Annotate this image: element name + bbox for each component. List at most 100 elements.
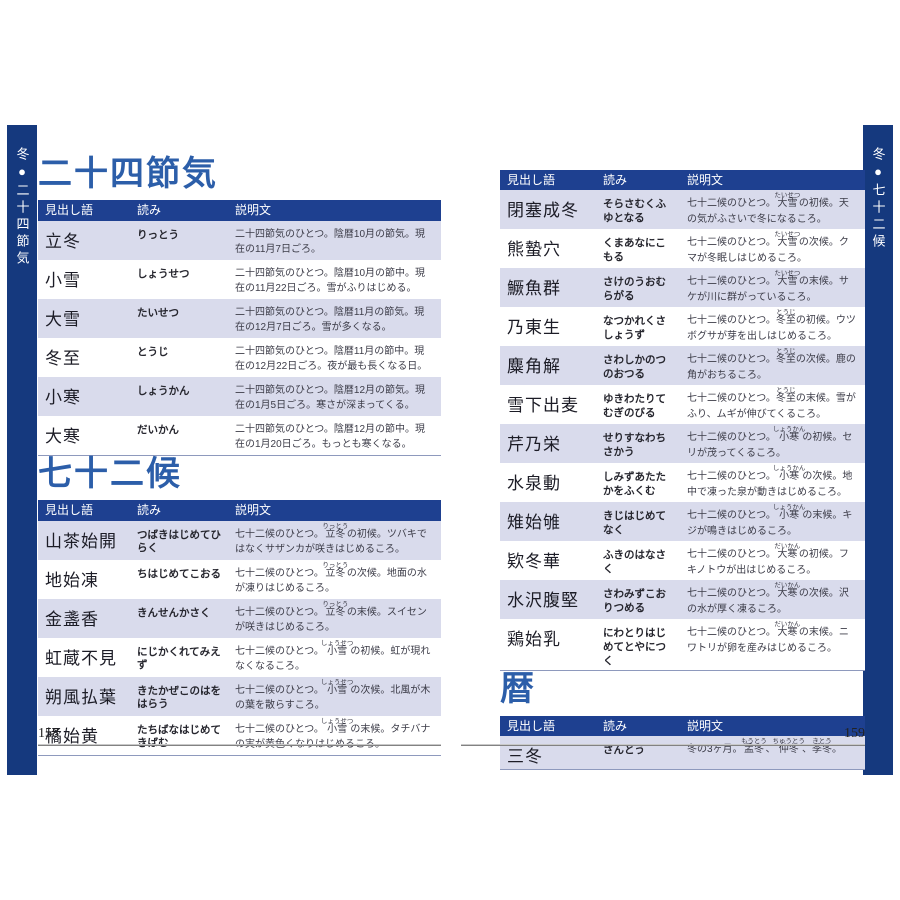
headword-cell: 閉塞成冬 <box>507 201 579 221</box>
dictionary-section: 見出し語 読み 説明文 閉塞成冬 そらさむくふゆとなる 七十二候のひとつ。大雪た… <box>500 170 865 672</box>
dictionary-table: 見出し語 読み 説明文 閉塞成冬 そらさむくふゆとなる 七十二候のひとつ。大雪た… <box>500 170 865 672</box>
dictionary-row: 立冬 りっとう 二十四節気のひとつ。陰暦10月の節気。現在の11月7日ごろ。 <box>38 220 441 260</box>
reading-cell: くまあなにこもる <box>603 237 666 264</box>
description-cell: 七十二候のひとつ。大寒だいかんの次候。沢の水が厚く凍るころ。 <box>687 582 849 615</box>
headword-cell: 大雪 <box>45 309 81 329</box>
reading-cell: きたかぜこのはをはらう <box>137 684 221 711</box>
description-cell: 七十二候のひとつ。小寒しょうかんの初候。セリが茂ってくるころ。 <box>687 426 853 459</box>
headword-cell: 山茶始開 <box>45 531 117 551</box>
headword-cell: 鶏始乳 <box>507 630 561 650</box>
reading-cell: さわしかのつのおつる <box>603 354 666 381</box>
edge-tab-winter-24sekki: 冬●二十四節気 <box>7 125 37 775</box>
description-cell: 七十二候のひとつ。立冬りっとうの次候。地面の水が凍りはじめるころ。 <box>235 561 427 595</box>
headword-cell: 鱖魚群 <box>507 279 561 299</box>
section-title: 七十二候 <box>38 455 182 493</box>
description-cell: 二十四節気のひとつ。陰暦10月の節中。現在の11月22日ごろ。雪がふりはじめる。 <box>235 267 426 295</box>
dictionary-row: 三冬 さんとう 冬の3ヶ月。孟冬もうとう、仲冬ちゅうとう、季冬きとう。 <box>500 736 865 770</box>
dictionary-row: 閉塞成冬 そらさむくふゆとなる 七十二候のひとつ。大雪たいせつの初候。天の気がふ… <box>500 190 865 230</box>
table-body: 立冬 りっとう 二十四節気のひとつ。陰暦10月の節気。現在の11月7日ごろ。 小… <box>38 220 441 455</box>
description-cell: 七十二候のひとつ。冬至とうじの初候。ウツボグサが芽を出しはじめるころ。 <box>687 309 856 342</box>
headword-cell: 金盞香 <box>45 609 99 629</box>
headword-cell: 雉始雊 <box>507 513 561 533</box>
dictionary-row: 熊蟄穴 くまあなにこもる 七十二候のひとつ。大雪たいせつの次候。クマが冬眠しはじ… <box>500 229 865 269</box>
table-header-row: 見出し語 読み 説明文 <box>38 500 441 521</box>
headword-cell: 麋角解 <box>507 357 561 377</box>
dictionary-row: 鶏始乳 にわとりはじめてとやにつく 七十二候のひとつ。大寒だいかんの末候。ニワト… <box>500 619 865 671</box>
description-cell: 七十二候のひとつ。大雪たいせつの末候。サケが川に群がっているころ。 <box>687 270 849 303</box>
dictionary-row: 地始凍 ちはじめてこおる 七十二候のひとつ。立冬りっとうの次候。地面の水が凍りは… <box>38 559 441 599</box>
description-cell: 七十二候のひとつ。立冬りっとうの初候。ツバキではなくサザンカが咲きはじめるころ。 <box>235 522 427 556</box>
description-cell: 二十四節気のひとつ。陰暦10月の節気。現在の11月7日ごろ。 <box>235 228 426 256</box>
description-cell: 七十二候のひとつ。立冬りっとうの末候。スイセンが咲きはじめるころ。 <box>235 600 427 634</box>
dictionary-row: 山茶始開 つばきはじめてひらく 七十二候のひとつ。立冬りっとうの初候。ツバキでは… <box>38 520 441 560</box>
description-cell: 七十二候のひとつ。冬至とうじの末候。雪がふり、ムギが伸びてくるころ。 <box>687 387 856 420</box>
dictionary-row: 冬至 とうじ 二十四節気のひとつ。陰暦11月の節中。現在の12月22日ごろ。夜が… <box>38 337 441 377</box>
reading-cell: だいかん <box>137 423 179 436</box>
reading-cell: さけのうおむらがる <box>603 276 666 303</box>
dictionary-row: 乃東生 なつかれくさしょうず 七十二候のひとつ。冬至とうじの初候。ウツボグサが芽… <box>500 307 865 347</box>
dictionary-row: 欵冬華 ふきのはなさく 七十二候のひとつ。大寒だいかんの初候。フキノトウが出はじ… <box>500 541 865 581</box>
column-header-reading: 読み <box>603 718 628 733</box>
description-cell: 七十二候のひとつ。大寒だいかんの末候。ニワトリが卵を産みはじめるころ。 <box>687 621 849 654</box>
table-header-row: 見出し語 読み 説明文 <box>38 200 441 221</box>
reading-cell: とうじ <box>137 345 169 358</box>
dictionary-row: 水沢腹堅 さわみずこおりつめる 七十二候のひとつ。大寒だいかんの次候。沢の水が厚… <box>500 580 865 620</box>
headword-cell: 小寒 <box>45 387 81 407</box>
description-cell: 七十二候のひとつ。大雪たいせつの次候。クマが冬眠しはじめるころ。 <box>687 231 849 264</box>
footer-rule-left <box>38 744 441 746</box>
description-cell: 七十二候のひとつ。小寒しょうかんの次候。地中で凍った泉が動きはじめるころ。 <box>687 465 853 498</box>
headword-cell: 雪下出麦 <box>507 396 579 416</box>
reading-cell: さわみずこおりつめる <box>603 588 666 615</box>
description-cell: 冬の3ヶ月。孟冬もうとう、仲冬ちゅうとう、季冬きとう。 <box>687 738 842 756</box>
column-header-headword: 見出し語 <box>507 718 556 733</box>
reading-cell: ゆきわたりてむぎのびる <box>603 393 666 420</box>
reading-cell: ちはじめてこおる <box>137 567 221 580</box>
headword-cell: 立冬 <box>45 231 81 251</box>
headword-cell: 虹蔵不見 <box>45 648 117 668</box>
table-header-row: 見出し語 読み 説明文 <box>500 715 865 737</box>
page-left: 二十四節気 見出し語 読み 説明文 立冬 りっとう 二十四節気のひとつ。陰暦10… <box>38 156 441 756</box>
headword-cell: 橘始黄 <box>45 726 99 746</box>
reading-cell: しょうせつ <box>137 267 190 280</box>
dictionary-row: 大雪 たいせつ 二十四節気のひとつ。陰暦11月の節気。現在の12月7日ごろ。雪が… <box>38 298 441 338</box>
description-cell: 七十二候のひとつ。小雪しょうせつの次候。北風が木の葉を散らすころ。 <box>235 678 431 712</box>
description-cell: 七十二候のひとつ。小雪しょうせつの初候。虹が現れなくなるころ。 <box>235 639 431 673</box>
description-cell: 七十二候のひとつ。冬至とうじの次候。鹿の角がおちるころ。 <box>687 348 856 381</box>
page-footer-left: 158 <box>38 726 441 746</box>
edge-tab-right-label: 冬●七十二候 <box>870 147 886 251</box>
reading-cell: にわとりはじめてとやにつく <box>603 627 666 667</box>
column-header-reading: 読み <box>603 173 628 187</box>
page-footer-right: 159 <box>461 726 865 746</box>
reading-cell: なつかれくさしょうず <box>603 315 666 342</box>
headword-cell: 熊蟄穴 <box>507 240 561 260</box>
dictionary-section: 二十四節気 見出し語 読み 説明文 立冬 りっとう 二十四節気のひとつ。陰暦10… <box>38 156 441 456</box>
headword-cell: 乃東生 <box>507 318 561 338</box>
reading-cell: たいせつ <box>137 306 179 319</box>
dictionary-table: 見出し語 読み 説明文 三冬 さんとう 冬の3ヶ月。孟冬もうとう、仲冬ちゅうとう… <box>500 715 865 771</box>
dictionary-row: 水泉動 しみずあたたかをふくむ 七十二候のひとつ。小寒しょうかんの次候。地中で凍… <box>500 463 865 503</box>
dictionary-row: 雪下出麦 ゆきわたりてむぎのびる 七十二候のひとつ。冬至とうじの末候。雪がふり、… <box>500 385 865 425</box>
column-header-description: 説明文 <box>687 173 724 187</box>
reading-cell: りっとう <box>137 228 179 241</box>
reading-cell: きじはじめてなく <box>603 510 666 537</box>
reading-cell: しょうかん <box>137 384 190 397</box>
reading-cell: にじかくれてみえず <box>137 645 221 672</box>
dictionary-row: 金盞香 きんせんかさく 七十二候のひとつ。立冬りっとうの末候。スイセンが咲きはじ… <box>38 598 441 638</box>
dictionary-section: 七十二候 見出し語 読み 説明文 山茶始開 つばきはじめてひらく 七十二候のひと… <box>38 456 441 756</box>
page-right: 見出し語 読み 説明文 閉塞成冬 そらさむくふゆとなる 七十二候のひとつ。大雪た… <box>500 170 865 771</box>
dictionary-row: 虹蔵不見 にじかくれてみえず 七十二候のひとつ。小雪しょうせつの初候。虹が現れな… <box>38 637 441 677</box>
reading-cell: きんせんかさく <box>137 606 211 619</box>
reading-cell: つばきはじめてひらく <box>137 528 221 555</box>
headword-cell: 朔風払葉 <box>45 687 117 707</box>
headword-cell: 小雪 <box>45 270 81 290</box>
description-cell: 二十四節気のひとつ。陰暦11月の節気。現在の12月7日ごろ。雪が多くなる。 <box>235 306 425 334</box>
description-cell: 二十四節気のひとつ。陰暦12月の節気。現在の1月5日ごろ。寒さが深まってくる。 <box>235 384 426 412</box>
dictionary-row: 麋角解 さわしかのつのおつる 七十二候のひとつ。冬至とうじの次候。鹿の角がおちる… <box>500 346 865 386</box>
reading-cell: さんとう <box>603 744 645 757</box>
table-body: 閉塞成冬 そらさむくふゆとなる 七十二候のひとつ。大雪たいせつの初候。天の気がふ… <box>500 190 865 671</box>
dictionary-row: 芹乃栄 せりすなわちさかう 七十二候のひとつ。小寒しょうかんの初候。セリが茂って… <box>500 424 865 464</box>
dictionary-row: 雉始雊 きじはじめてなく 七十二候のひとつ。小寒しょうかんの末候。キジが鳴きはじ… <box>500 502 865 542</box>
description-cell: 七十二候のひとつ。大雪たいせつの初候。天の気がふさいで冬になるころ。 <box>687 192 849 225</box>
dictionary-row: 小寒 しょうかん 二十四節気のひとつ。陰暦12月の節気。現在の1月5日ごろ。寒さ… <box>38 376 441 416</box>
table-header-row: 見出し語 読み 説明文 <box>500 170 865 191</box>
